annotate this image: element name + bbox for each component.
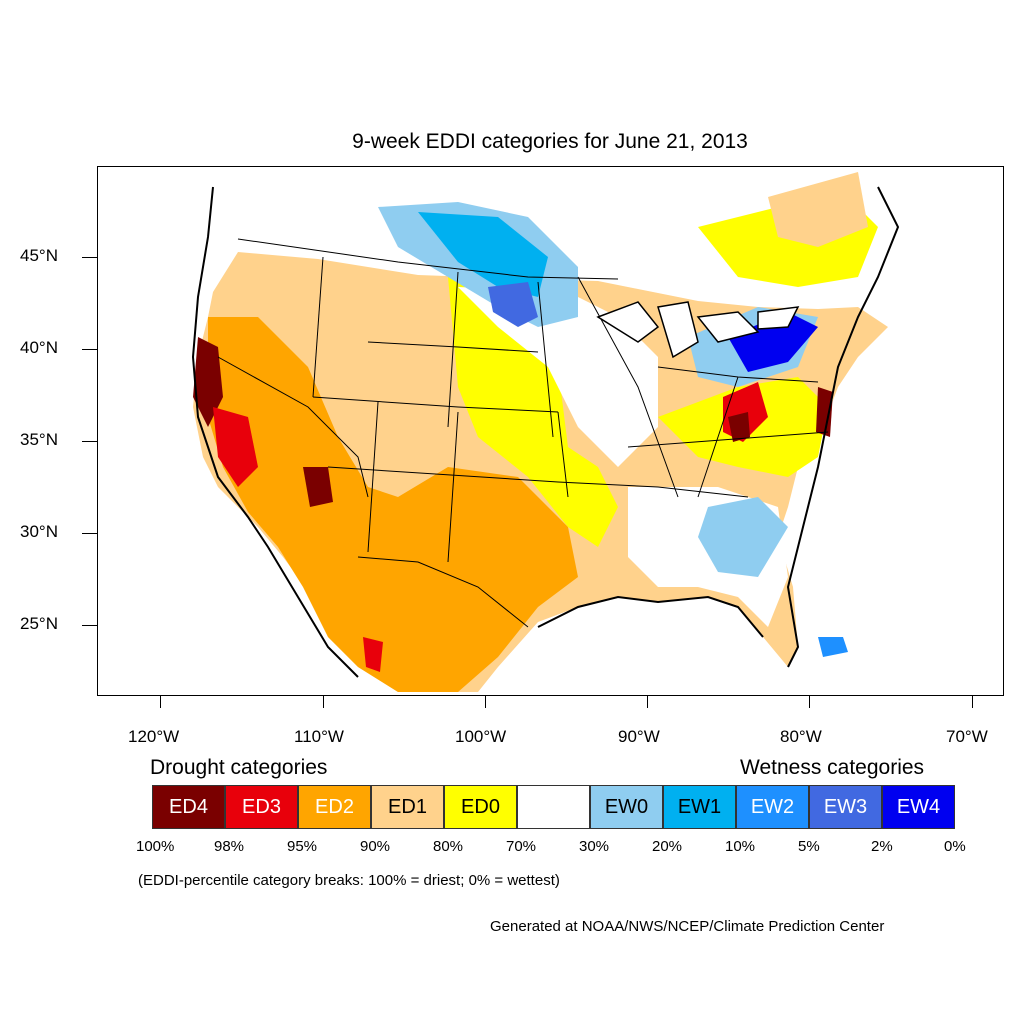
lat-label-45: 45°N [20,246,58,265]
legend-swatch-ed3: ED3 [225,785,298,829]
credit-line: Generated at NOAA/NWS/NCEP/Climate Predi… [490,918,885,935]
lat-tick [82,625,97,626]
political-boundaries [217,238,829,628]
ed4-arizona [303,467,333,507]
legend-swatch-ew2: EW2 [736,785,809,829]
percentile-break-label: 10% [725,838,756,855]
lon-tick [647,696,648,708]
lon-label-100: 100°W [455,727,507,746]
lon-tick [972,696,973,708]
lat-tick [82,533,97,534]
ed4-california-coast [193,337,223,427]
legend-swatch-ew1: EW1 [663,785,736,829]
lat-label-35: 35°N [20,430,58,449]
legend-swatch-ed2: ED2 [298,785,371,829]
map-title: 9-week EDDI categories for June 21, 2013 [352,130,748,153]
map-plot-area [97,166,1004,696]
ew2-florida-keys [818,637,848,657]
wetness-legend-heading: Wetness categories [740,756,925,779]
great-lakes-outline [596,301,800,359]
ew3-northern-plains [488,282,538,327]
percentile-break-label: 90% [360,838,391,855]
legend-swatch-neutral [517,785,590,829]
lon-label-110: 110°W [294,727,344,746]
legend-swatch-ew3: EW3 [809,785,882,829]
drought-legend-heading: Drought categories [150,756,328,779]
legend-note: (EDDI-percentile category breaks: 100% =… [138,872,560,889]
lon-label-70: 70°W [946,727,988,746]
legend-swatch-ew0: EW0 [590,785,663,829]
ed4-mid-atlantic [816,387,833,437]
percentile-break-label: 100% [136,838,175,855]
ed2-southwest [208,317,578,692]
lon-tick [485,696,486,708]
lon-tick [160,696,161,708]
coastline [191,186,900,678]
lon-label-80: 80°W [780,727,822,746]
percentile-break-label: 98% [214,838,245,855]
ew0-southeast [698,497,788,577]
percentile-break-label: 0% [944,838,966,855]
percentile-break-label: 2% [871,838,893,855]
lat-label-30: 30°N [20,522,58,541]
conus-eddi-map [191,172,900,692]
legend-swatch-ed0: ED0 [444,785,517,829]
lat-tick [82,441,97,442]
percentile-break-label: 80% [433,838,464,855]
lon-label-120: 120°W [128,727,180,746]
ed1-canada-east [768,172,868,247]
percentile-break-label: 20% [652,838,683,855]
percentile-break-label: 5% [798,838,820,855]
percentile-break-label: 30% [579,838,610,855]
lon-tick [323,696,324,708]
ed3-california-inland [213,407,258,487]
legend-swatch-ew4: EW4 [882,785,955,829]
lat-tick [82,257,97,258]
lat-tick [82,349,97,350]
percentile-break-label: 95% [287,838,318,855]
ed0-plains [448,277,618,547]
lat-label-25: 25°N [20,614,58,633]
lon-tick [809,696,810,708]
category-legend-bar: ED4 ED3 ED2 ED1 ED0 EW0 EW1 EW2 EW3 EW4 [152,785,955,829]
legend-swatch-ed4: ED4 [152,785,225,829]
ed3-baja [363,637,383,672]
lat-label-40: 40°N [20,338,58,357]
legend-swatch-ed1: ED1 [371,785,444,829]
ed4-ohio-valley [728,412,750,442]
lon-label-90: 90°W [618,727,660,746]
percentile-break-label: 70% [506,838,537,855]
ew4-great-lakes [728,312,818,372]
